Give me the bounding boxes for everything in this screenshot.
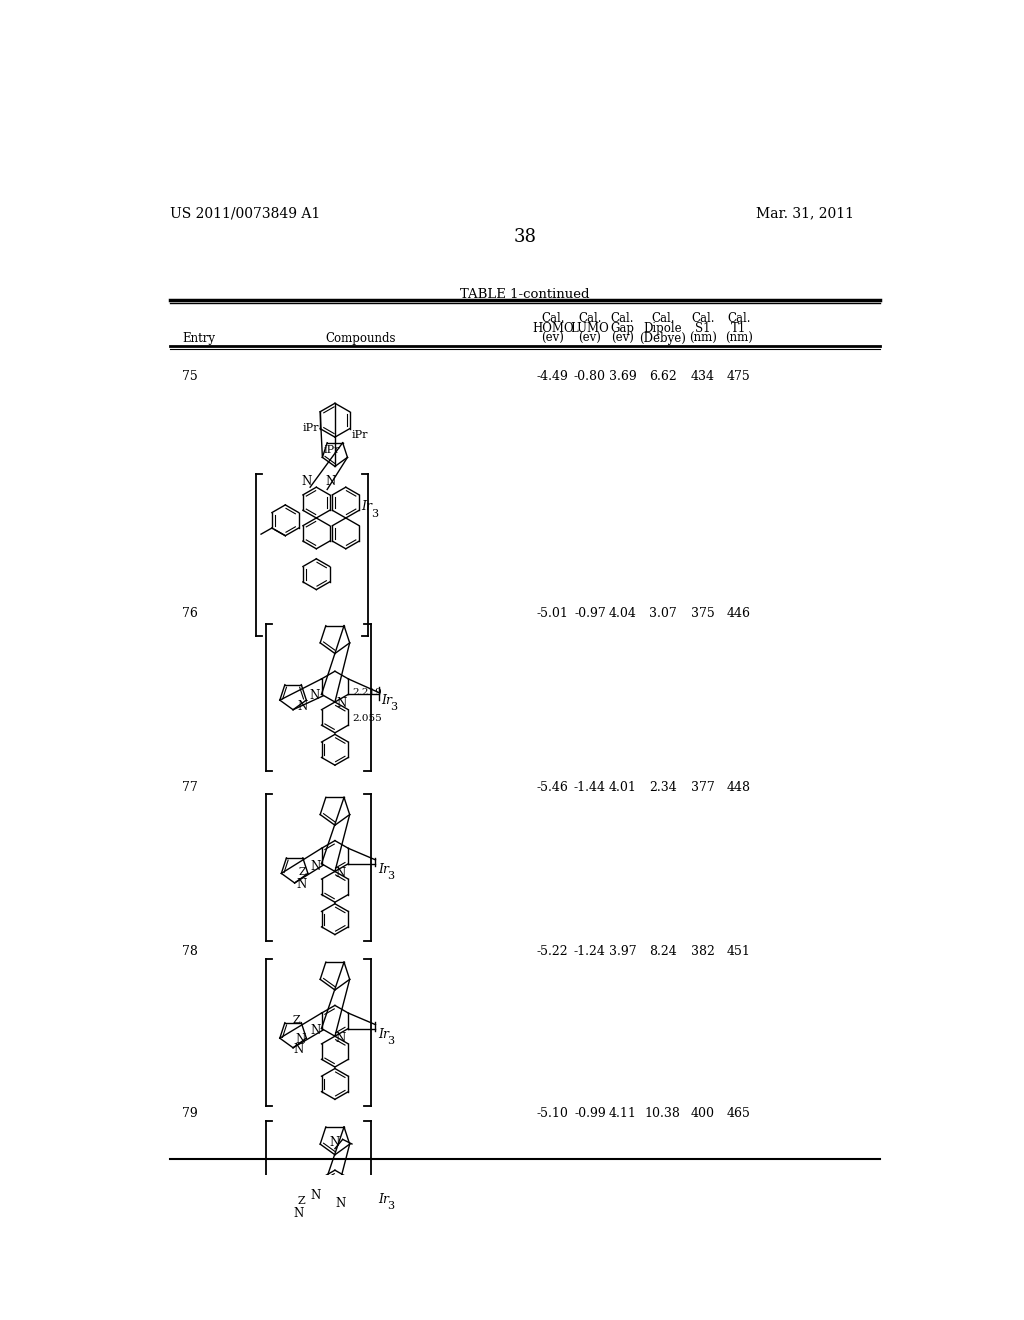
Text: US 2011/0073849 A1: US 2011/0073849 A1 (170, 206, 321, 220)
Text: Entry: Entry (182, 333, 215, 346)
Text: (nm): (nm) (725, 333, 753, 346)
Text: N: N (310, 859, 321, 873)
Text: 6.62: 6.62 (649, 370, 677, 383)
Text: N: N (302, 474, 312, 487)
Text: 3: 3 (387, 1201, 394, 1210)
Text: N: N (297, 700, 307, 713)
Text: Z: Z (297, 1196, 305, 1205)
Text: Z: Z (299, 867, 306, 876)
Text: iPr: iPr (351, 430, 368, 440)
Text: 3: 3 (387, 1036, 394, 1045)
Text: N: N (326, 474, 336, 487)
Text: -1.24: -1.24 (574, 945, 606, 958)
Text: N: N (336, 1032, 346, 1045)
Text: 451: 451 (727, 945, 751, 958)
Text: 4.01: 4.01 (608, 780, 636, 793)
Text: 375: 375 (691, 607, 715, 620)
Text: 10.38: 10.38 (645, 1107, 681, 1121)
Text: 382: 382 (691, 945, 715, 958)
Text: Cal.: Cal. (727, 313, 751, 326)
Text: -5.46: -5.46 (537, 780, 568, 793)
Text: 8.24: 8.24 (649, 945, 677, 958)
Text: Cal.: Cal. (579, 313, 602, 326)
Text: Cal.: Cal. (541, 313, 564, 326)
Text: Mar. 31, 2011: Mar. 31, 2011 (756, 206, 854, 220)
Text: Ir: Ir (378, 1193, 389, 1206)
Text: N: N (294, 1043, 304, 1056)
Text: -1.44: -1.44 (573, 780, 606, 793)
Text: iPr: iPr (302, 422, 318, 433)
Text: 2.055: 2.055 (352, 714, 382, 722)
Text: HOMO: HOMO (531, 322, 573, 335)
Text: N: N (309, 689, 319, 702)
Text: N: N (336, 1197, 346, 1210)
Text: S1: S1 (695, 322, 711, 335)
Text: Dipole: Dipole (643, 322, 682, 335)
Text: 475: 475 (727, 370, 751, 383)
Text: 3: 3 (387, 871, 394, 880)
Text: Cal.: Cal. (691, 313, 715, 326)
Text: 3: 3 (390, 702, 397, 711)
Text: N: N (296, 878, 306, 891)
Text: iPr: iPr (324, 445, 340, 455)
Text: 3: 3 (372, 510, 379, 519)
Text: -0.97: -0.97 (574, 607, 606, 620)
Text: 446: 446 (727, 607, 751, 620)
Text: Ir: Ir (378, 1028, 389, 1041)
Text: Compounds: Compounds (326, 333, 395, 346)
Text: N: N (310, 1024, 321, 1038)
Text: 2.219: 2.219 (352, 688, 382, 697)
Text: Ir: Ir (361, 500, 373, 513)
Text: 2.34: 2.34 (649, 780, 677, 793)
Text: Z: Z (292, 1015, 300, 1026)
Text: 75: 75 (182, 370, 198, 383)
Text: Ir: Ir (378, 863, 389, 876)
Text: (Debye): (Debye) (639, 333, 686, 346)
Text: 400: 400 (691, 1107, 715, 1121)
Text: (ev): (ev) (579, 333, 601, 346)
Text: -5.22: -5.22 (537, 945, 568, 958)
Text: Gap: Gap (610, 322, 635, 335)
Text: 79: 79 (182, 1107, 198, 1121)
Text: 3.97: 3.97 (608, 945, 636, 958)
Text: Cal.: Cal. (651, 313, 675, 326)
Text: (ev): (ev) (611, 333, 634, 346)
Text: -5.10: -5.10 (537, 1107, 568, 1121)
Text: TABLE 1-continued: TABLE 1-continued (460, 288, 590, 301)
Text: N: N (294, 1206, 304, 1220)
Text: N: N (310, 1189, 321, 1203)
Text: 78: 78 (182, 945, 198, 958)
Text: N: N (336, 867, 346, 880)
Text: -4.49: -4.49 (537, 370, 568, 383)
Text: Cal.: Cal. (610, 313, 634, 326)
Text: LUMO: LUMO (570, 322, 609, 335)
Text: 448: 448 (727, 780, 751, 793)
Text: 3.69: 3.69 (608, 370, 636, 383)
Text: -5.01: -5.01 (537, 607, 568, 620)
Text: 465: 465 (727, 1107, 751, 1121)
Text: 3.07: 3.07 (649, 607, 677, 620)
Text: 4.04: 4.04 (608, 607, 636, 620)
Text: -0.99: -0.99 (574, 1107, 606, 1121)
Text: (nm): (nm) (689, 333, 717, 346)
Text: N: N (337, 697, 347, 710)
Text: Ir: Ir (381, 694, 392, 708)
Text: 77: 77 (182, 780, 198, 793)
Text: (ev): (ev) (542, 333, 564, 346)
Text: N: N (295, 1034, 305, 1047)
Text: 434: 434 (691, 370, 715, 383)
Text: 4.11: 4.11 (608, 1107, 636, 1121)
Text: 377: 377 (691, 780, 715, 793)
Text: T1: T1 (731, 322, 746, 335)
Text: 38: 38 (513, 227, 537, 246)
Text: 76: 76 (182, 607, 198, 620)
Text: N: N (330, 1137, 340, 1148)
Text: -0.80: -0.80 (573, 370, 606, 383)
